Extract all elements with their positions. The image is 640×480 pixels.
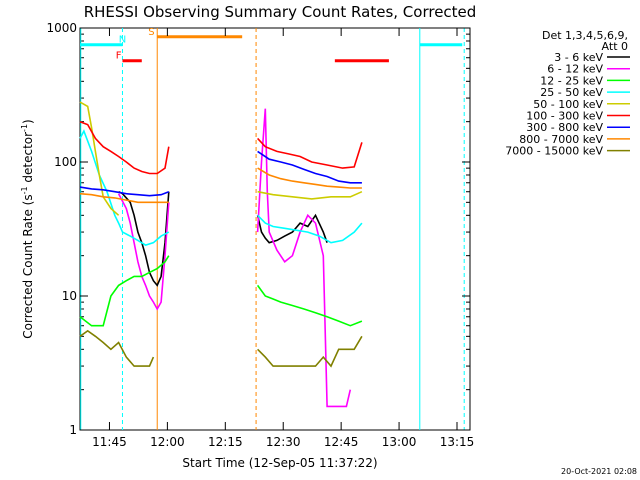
chart-title: RHESSI Observing Summary Count Rates, Co…	[84, 3, 477, 21]
x-tick-label: 11:45	[92, 435, 127, 449]
series-line	[79, 255, 170, 327]
minor-ticks	[80, 33, 470, 391]
flag-bars: NF S	[80, 27, 463, 63]
series-line	[257, 150, 362, 184]
x-tick-labels: 11:45 12:00 12:15 12:30 12:45 13:00 13:15	[92, 28, 474, 449]
plot-frame	[79, 27, 471, 431]
flag-label: N	[119, 35, 126, 46]
legend-label: 50 - 100 keV	[533, 98, 603, 111]
legend-label: 25 - 50 keV	[540, 86, 603, 99]
legend-label: 100 - 300 keV	[526, 110, 603, 123]
y-tick-label: 100	[54, 155, 77, 169]
x-axis-label: Start Time (12-Sep-05 11:37:22)	[182, 456, 377, 470]
x-tick-label: 13:00	[382, 435, 417, 449]
y-tick-label: 1	[69, 423, 77, 437]
series-line	[79, 192, 169, 204]
legend-header: Det 1,3,4,5,6,9,	[542, 29, 628, 42]
series-line	[256, 213, 328, 244]
y-axis-label: Corrected Count Rate (s-1 detector-1)	[20, 119, 35, 338]
legend-label: 300 - 800 keV	[526, 121, 603, 134]
legend-header: Att 0	[602, 40, 628, 53]
series-line	[79, 186, 170, 197]
x-tick-label: 12:15	[208, 435, 243, 449]
x-tick-label: 12:45	[324, 435, 359, 449]
flag-label: F	[116, 51, 122, 62]
series-lines	[79, 101, 363, 408]
y-tick-label: 1000	[46, 21, 77, 35]
interval-lines	[80, 28, 465, 430]
series-line	[79, 329, 155, 367]
series-line	[257, 335, 363, 368]
y-tick-label: 10	[62, 289, 77, 303]
series-line	[256, 108, 352, 408]
x-tick-label: 12:30	[266, 435, 301, 449]
legend-label: 3 - 6 keV	[554, 51, 603, 64]
legend-label: 7000 - 15000 keV	[505, 145, 603, 158]
series-line	[117, 193, 170, 311]
x-tick-label: 13:15	[440, 435, 475, 449]
legend-label: 6 - 12 keV	[547, 63, 603, 76]
x-tick-label: 12:00	[150, 435, 185, 449]
series-line	[79, 120, 170, 175]
series-line	[79, 101, 120, 216]
series-line	[257, 190, 363, 200]
series-line	[79, 129, 170, 246]
legend-label: 12 - 25 keV	[540, 74, 603, 87]
series-line	[256, 284, 363, 327]
timestamp: 20-Oct-2021 02:08	[561, 467, 637, 476]
series-line	[257, 137, 363, 169]
y-tick-labels: 1000 100 10 1	[46, 21, 470, 437]
legend-label: 800 - 7000 keV	[519, 133, 603, 146]
series-line	[257, 167, 362, 189]
flag-label: S	[148, 27, 154, 38]
series-line	[118, 190, 170, 287]
series-line	[257, 214, 363, 244]
